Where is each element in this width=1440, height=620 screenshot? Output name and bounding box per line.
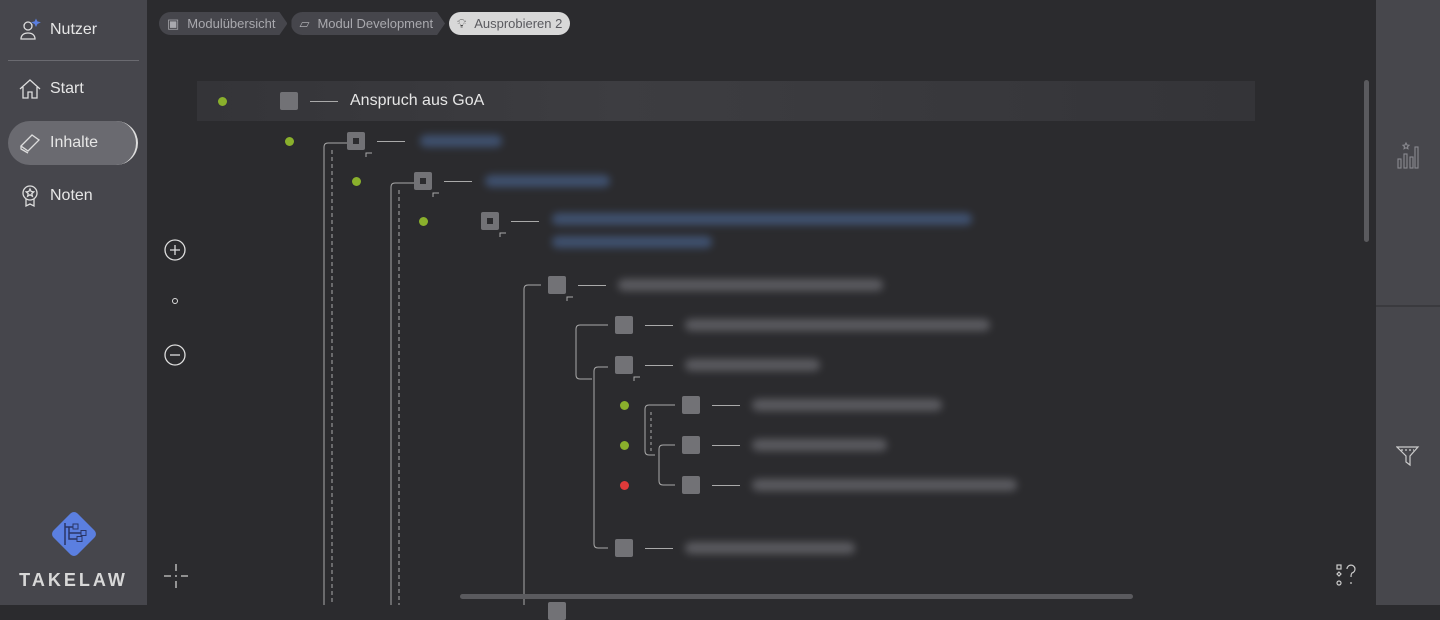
status-dot-green xyxy=(419,217,428,226)
divider xyxy=(8,60,139,61)
connector xyxy=(712,445,740,446)
sidebar-item-noten[interactable]: Noten xyxy=(8,174,138,218)
node-toggle[interactable] xyxy=(481,212,499,230)
status-dot-green xyxy=(218,97,227,106)
node-label-blurred[interactable] xyxy=(485,175,610,187)
connector xyxy=(645,365,673,366)
zoom-out-icon[interactable] xyxy=(163,343,187,367)
node-toggle[interactable] xyxy=(347,132,365,150)
connector xyxy=(578,285,606,286)
award-icon xyxy=(22,185,38,208)
status-dot-green xyxy=(285,137,294,146)
connector xyxy=(645,325,673,326)
breadcrumb-modulubersicht[interactable]: ▣ Modulübersicht xyxy=(159,12,287,35)
sidebar: Nutzer Start Inhalte Noten TAKELAW xyxy=(0,0,147,605)
sidebar-item-label: Inhalte xyxy=(50,134,99,151)
zoom-in-icon[interactable] xyxy=(163,238,187,262)
connector xyxy=(712,405,740,406)
connector xyxy=(511,221,539,222)
statistics-icon[interactable] xyxy=(1396,141,1420,171)
zoom-reset-icon[interactable] xyxy=(171,297,179,305)
node-label-blurred[interactable] xyxy=(752,439,887,451)
status-dot-green xyxy=(352,177,361,186)
node-toggle[interactable] xyxy=(414,172,432,190)
node-label-blurred[interactable] xyxy=(685,319,990,331)
node-toggle[interactable] xyxy=(280,92,298,110)
node-toggle[interactable] xyxy=(615,356,633,374)
tree-connectors xyxy=(323,142,675,605)
connector xyxy=(645,548,673,549)
filter-icon[interactable] xyxy=(1396,444,1420,468)
node-toggle[interactable] xyxy=(615,539,633,557)
node-toggle[interactable] xyxy=(548,276,566,294)
sidebar-item-label: Start xyxy=(50,80,84,97)
right-panel xyxy=(1376,0,1440,605)
connector xyxy=(444,181,472,182)
legend-help-icon[interactable] xyxy=(1335,563,1361,589)
node-label-blurred[interactable] xyxy=(685,542,855,554)
divider xyxy=(1376,305,1440,307)
sidebar-item-label: Noten xyxy=(50,187,93,204)
node-toggle[interactable] xyxy=(615,316,633,334)
vertical-scrollbar[interactable] xyxy=(1364,80,1369,242)
horizontal-scrollbar[interactable] xyxy=(460,594,1133,599)
sidebar-item-inhalte[interactable]: Inhalte xyxy=(8,121,138,165)
node-label-blurred[interactable] xyxy=(685,359,820,371)
connector xyxy=(310,101,338,102)
breadcrumb: ▣ Modulübersicht ▱ Modul Development 💡︎ Aus… xyxy=(159,12,571,35)
connector xyxy=(712,485,740,486)
breadcrumb-label: Ausprobieren 2 xyxy=(474,16,563,31)
connector xyxy=(377,141,405,142)
node-toggle[interactable] xyxy=(682,476,700,494)
sidebar-item-nutzer[interactable]: Nutzer xyxy=(8,8,138,52)
tree-row-root[interactable] xyxy=(197,81,1255,121)
book-icon xyxy=(19,134,41,154)
sidebar-item-label: Nutzer xyxy=(50,21,98,38)
status-dot-green xyxy=(620,441,629,450)
center-view-icon[interactable] xyxy=(163,563,189,589)
status-dot-green xyxy=(620,401,629,410)
node-label-blurred[interactable] xyxy=(552,213,972,225)
user-star-icon xyxy=(20,18,41,40)
breadcrumb-ausprobieren[interactable]: 💡︎ Ausprobieren 2 xyxy=(449,12,571,35)
node-label-blurred[interactable] xyxy=(618,279,883,291)
takelaw-logo xyxy=(0,505,147,568)
home-icon xyxy=(19,79,41,99)
node-label-blurred[interactable] xyxy=(752,479,1017,491)
sidebar-item-start[interactable]: Start xyxy=(8,67,138,111)
box-icon: ▣ xyxy=(167,15,180,31)
node-toggle[interactable] xyxy=(682,436,700,454)
node-label-blurred[interactable] xyxy=(752,399,942,411)
node-label-root[interactable]: Anspruch aus GoA xyxy=(350,92,485,109)
breadcrumb-label: Modul Development xyxy=(317,16,434,31)
status-dot-red xyxy=(620,481,629,490)
brand-name: TAKELAW xyxy=(19,570,128,590)
node-toggle[interactable] xyxy=(682,396,700,414)
breadcrumb-modul-development[interactable]: ▱ Modul Development xyxy=(291,12,445,35)
lightbulb-icon: 💡︎ xyxy=(457,15,467,31)
node-label-blurred[interactable] xyxy=(420,135,502,147)
book-icon: ▱ xyxy=(299,15,310,31)
node-label-blurred[interactable] xyxy=(552,236,712,248)
breadcrumb-label: Modulübersicht xyxy=(187,16,276,31)
